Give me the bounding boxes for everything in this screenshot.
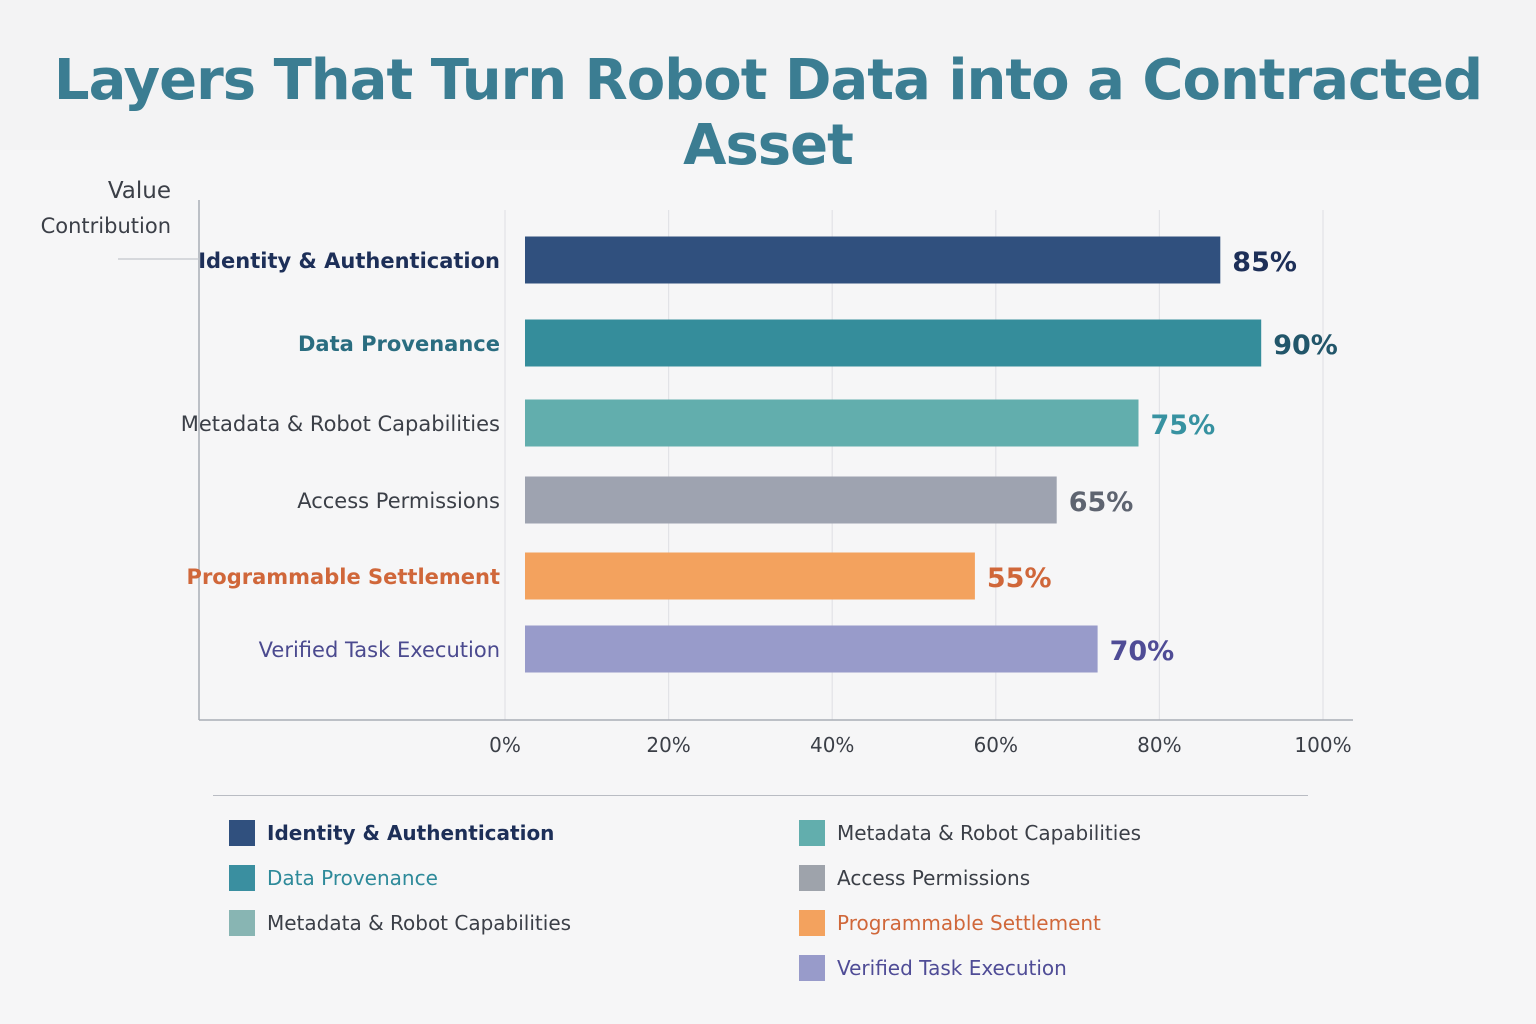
value-label: 65% bbox=[1069, 487, 1134, 518]
x-tick-label: 40% bbox=[810, 733, 854, 757]
x-tick-label: 60% bbox=[974, 733, 1018, 757]
x-tick-label: 20% bbox=[646, 733, 690, 757]
chart-title: Layers That Turn Robot Data into a Contr… bbox=[53, 48, 1483, 178]
category-label: Verified Task Execution bbox=[259, 638, 500, 662]
axis-title: Contribution bbox=[41, 214, 171, 238]
category-label: Identity & Authentication bbox=[198, 249, 500, 273]
value-label: 55% bbox=[987, 563, 1052, 594]
bar bbox=[525, 319, 1262, 367]
x-tick-label: 80% bbox=[1137, 733, 1181, 757]
category-label: Data Provenance bbox=[298, 332, 500, 356]
category-label: Metadata & Robot Capabilities bbox=[181, 412, 500, 436]
category-label: Programmable Settlement bbox=[187, 565, 500, 589]
value-label: 70% bbox=[1110, 636, 1175, 667]
value-label: 75% bbox=[1151, 410, 1216, 441]
value-label: 85% bbox=[1232, 247, 1297, 278]
bar bbox=[525, 625, 1098, 673]
bar bbox=[525, 236, 1221, 284]
bar bbox=[525, 476, 1057, 524]
x-tick-label: 100% bbox=[1294, 733, 1351, 757]
bar bbox=[525, 399, 1139, 447]
category-label: Access Permissions bbox=[297, 489, 500, 513]
x-tick-label: 0% bbox=[489, 733, 521, 757]
legend-divider bbox=[213, 795, 1308, 796]
axis-title: Value bbox=[108, 178, 171, 204]
value-label: 90% bbox=[1273, 330, 1338, 361]
bar bbox=[525, 552, 975, 600]
